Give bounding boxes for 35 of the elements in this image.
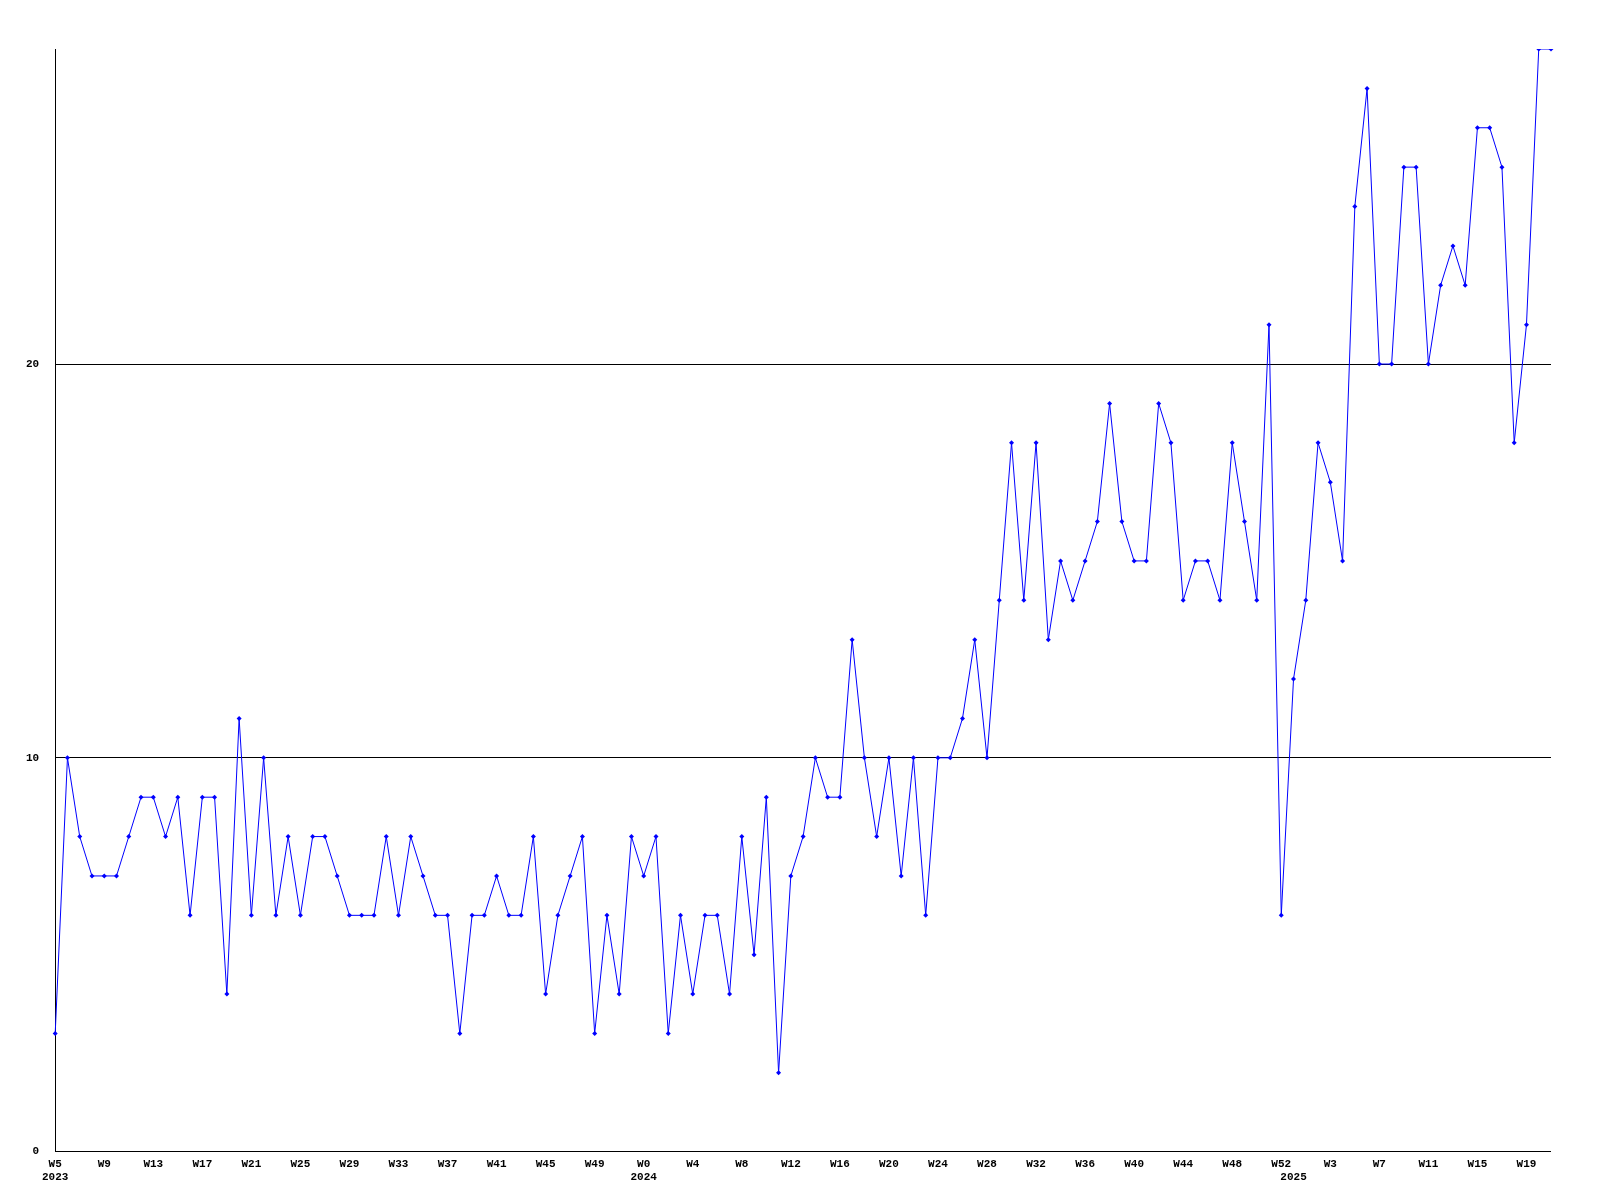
x-tick-label: W15	[1467, 1157, 1488, 1170]
x-tick-label: W48	[1222, 1157, 1243, 1170]
x-tick-label: W3	[1323, 1157, 1338, 1170]
x-tick-label: W25	[290, 1157, 311, 1170]
x-tick-label: W19	[1516, 1157, 1537, 1170]
x-tick-label: W9	[97, 1157, 111, 1170]
x-tick-label: W29	[339, 1157, 360, 1170]
x-tick-label: W28	[977, 1157, 998, 1170]
x-tick-label: W36	[1075, 1157, 1095, 1170]
x-tick-label: W45	[535, 1157, 556, 1170]
x-tick-label: W0 2024	[630, 1157, 658, 1184]
x-tick-label: W5 2023	[42, 1157, 69, 1184]
x-tick-label: W11	[1418, 1157, 1439, 1170]
x-tick-label: W49	[584, 1157, 605, 1170]
x-tick-label: W24	[928, 1157, 949, 1170]
x-tick-label: W52	[1271, 1157, 1292, 1170]
x-tick-label: 2025	[1280, 1171, 1308, 1184]
x-tick-label: W41	[486, 1157, 507, 1170]
x-tick-label: W33	[388, 1157, 409, 1170]
x-tick-label: W37	[437, 1157, 458, 1170]
x-tick-label: W40	[1124, 1157, 1145, 1170]
x-tick-label: W8	[735, 1157, 749, 1170]
x-tick-label: W7	[1372, 1157, 1386, 1170]
y-tick-label: 0	[32, 1145, 40, 1158]
x-tick-label: W20	[879, 1157, 899, 1170]
x-tick-label: W17	[192, 1157, 213, 1170]
x-tick-label: W12	[780, 1157, 801, 1170]
x-tick-label: W44	[1173, 1157, 1194, 1170]
x-tick-label: W16	[829, 1157, 850, 1170]
y-tick-label: 10	[26, 751, 40, 764]
x-tick-label: W21	[241, 1157, 262, 1170]
x-tick-label: W4	[686, 1157, 700, 1170]
y-tick-label: 20	[26, 357, 40, 370]
x-tick-label: W13	[143, 1157, 164, 1170]
x-tick-label: W32	[1026, 1157, 1046, 1170]
